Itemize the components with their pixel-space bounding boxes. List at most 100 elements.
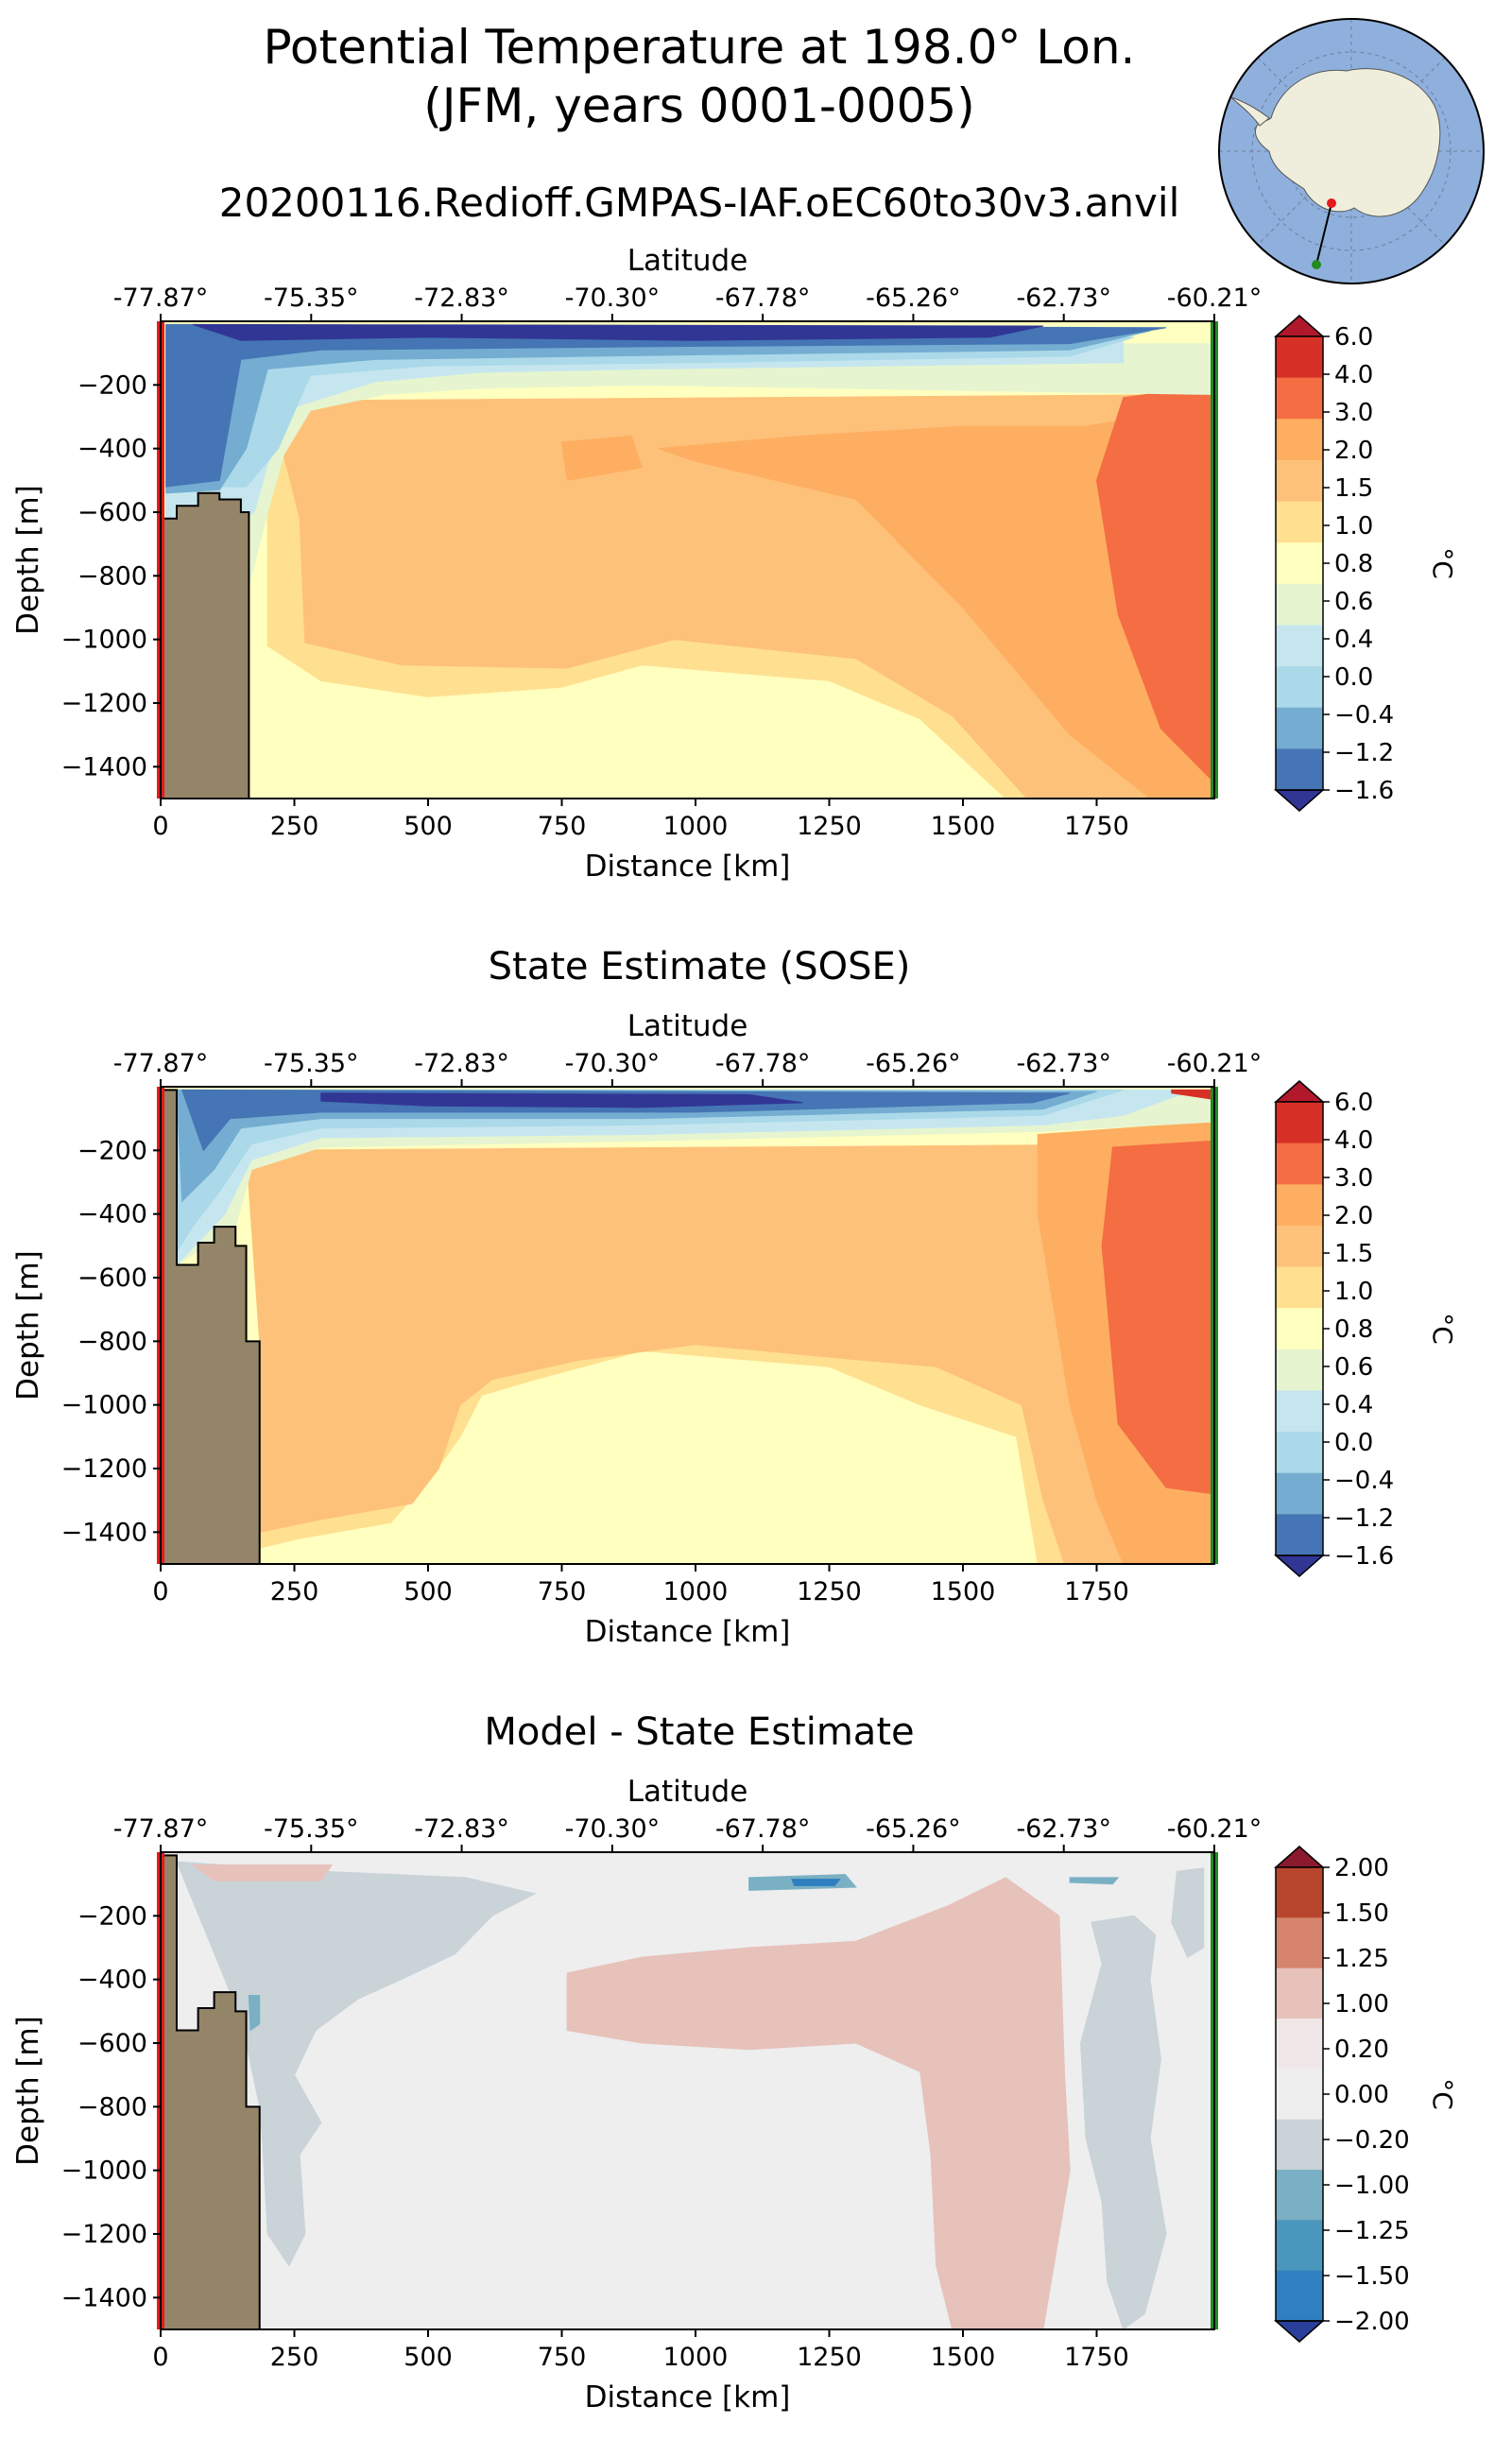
x-axis-label: Distance [km]	[585, 2380, 791, 2414]
contour-band	[191, 1864, 334, 1881]
inset-start-marker	[1327, 198, 1336, 208]
colorbar-tick-label: 4.0	[1334, 361, 1373, 389]
y-tick-label: −800	[77, 2092, 147, 2122]
colorbar-tick-label: 2.00	[1334, 1854, 1389, 1882]
y-tick-label: −1200	[61, 2220, 147, 2249]
colorbar-bin	[1276, 377, 1323, 420]
latitude-tick-label: -62.73°	[1016, 284, 1111, 313]
y-tick-label: −1000	[61, 626, 147, 655]
y-tick-label: −1200	[61, 1454, 147, 1484]
colorbar-tick-label: 6.0	[1334, 323, 1373, 352]
colorbar-bin	[1276, 1917, 1323, 1969]
colorbar-bin	[1276, 583, 1323, 626]
colorbar-tick-label: 0.8	[1334, 550, 1373, 578]
latitude-tick-label: -72.83°	[414, 1814, 509, 1844]
y-tick-label: −1000	[61, 1391, 147, 1420]
colorbar-bin	[1276, 625, 1323, 667]
contour-fill-group	[161, 1854, 1205, 2329]
x-tick-label: 500	[404, 2343, 453, 2372]
latitude-axis-label: Latitude	[627, 1777, 748, 1809]
x-tick-label: 1500	[931, 1577, 996, 1606]
x-tick-label: 1750	[1064, 2343, 1129, 2372]
colorbar-label: °C	[1427, 547, 1458, 579]
latitude-tick-label: -65.26°	[866, 284, 961, 313]
latitude-tick-label: -75.35°	[264, 1049, 359, 1078]
x-tick-label: 750	[538, 1577, 587, 1606]
x-tick-label: 1250	[797, 2343, 862, 2372]
colorbar-bin	[1276, 2220, 1323, 2272]
contour-band	[176, 1089, 1194, 1266]
contour-band	[165, 323, 1167, 488]
seafloor-bathymetry	[161, 1854, 261, 2329]
colorbar-bin	[1276, 459, 1323, 503]
y-tick-label: −200	[77, 370, 147, 400]
plot-frame	[160, 320, 1215, 799]
panel-2-title: State Estimate (SOSE)	[488, 945, 911, 988]
colorbar-bin	[1276, 1472, 1323, 1515]
contour-band	[791, 1879, 841, 1886]
colorbar-bin	[1276, 1867, 1323, 1918]
x-axis-label: Distance [km]	[585, 850, 791, 884]
plot-frame	[160, 1086, 1215, 1565]
colorbar-label: °C	[1427, 1313, 1458, 1345]
colorbar-tick-label: −0.4	[1334, 1467, 1394, 1495]
colorbar-bin	[1276, 2119, 1323, 2171]
y-tick-label: −1400	[61, 752, 147, 782]
latitude-tick-label: -60.21°	[1167, 284, 1263, 313]
y-tick-label: −200	[77, 1136, 147, 1165]
panel-3-title: Model - State Estimate	[484, 1710, 915, 1754]
x-tick-label: 500	[404, 812, 453, 841]
latitude-tick-label: -77.87°	[113, 1814, 209, 1844]
colorbar-bin	[1276, 336, 1323, 379]
x-tick-label: 0	[152, 812, 168, 841]
sose-temperature-section: 0 250 500 750 1000 1250 1500 1750 −200 −400 −600 −8…	[11, 1011, 1458, 1649]
colorbar-tick-label: −1.2	[1334, 739, 1394, 767]
y-axis-label: Depth [m]	[11, 1250, 45, 1400]
latitude-tick-label: -75.35°	[264, 284, 359, 313]
colorbar-tick-label: 0.00	[1334, 2081, 1389, 2109]
contour-band	[192, 323, 1043, 341]
colorbar-tick-label: 0.8	[1334, 1315, 1373, 1344]
latitude-axis-label: Latitude	[627, 246, 748, 278]
colorbar-bin	[1276, 1266, 1323, 1309]
contour-band	[566, 1877, 1071, 2329]
colorbar-tick-label: −0.4	[1334, 701, 1394, 730]
x-tick-label: 750	[538, 812, 587, 841]
inset-transect-line	[1315, 202, 1332, 266]
figure-title-line1: Potential Temperature at 198.0° Lon.	[263, 20, 1136, 75]
y-tick-label: −1400	[61, 2283, 147, 2312]
colorbar-tick-label: −1.50	[1334, 2262, 1410, 2291]
colorbar-tick-label: 4.0	[1334, 1126, 1373, 1155]
colorbar-tick-label: 1.0	[1334, 512, 1373, 541]
x-tick-label: 0	[152, 2343, 168, 2372]
contour-band	[246, 1143, 1214, 1564]
x-tick-label: 250	[270, 812, 319, 841]
latitude-tick-label: -75.35°	[264, 1814, 359, 1844]
colorbar-bottom-extend	[1274, 1555, 1325, 1577]
x-tick-label: 0	[152, 1577, 168, 1606]
x-tick-label: 1750	[1064, 1577, 1129, 1606]
colorbar-bin	[1276, 1184, 1323, 1227]
colorbar-bin	[1276, 666, 1323, 709]
colorbar-tick-label: 0.4	[1334, 626, 1373, 654]
y-axis-label: Depth [m]	[11, 485, 45, 635]
x-tick-label: 1750	[1064, 812, 1129, 841]
y-tick-label: −600	[77, 2029, 147, 2058]
colorbar-bottom-extend	[1274, 2320, 1325, 2343]
latitude-tick-label: -62.73°	[1016, 1814, 1111, 1844]
colorbar-bin	[1276, 1102, 1323, 1144]
colorbar-bin	[1276, 1390, 1323, 1433]
latitude-tick-label: -67.78°	[715, 284, 811, 313]
latitude-tick-label: -60.21°	[1167, 1049, 1263, 1078]
run-name-subtitle: 20200116.Redioff.GMPAS-IAF.oEC60to30v3.a…	[218, 180, 1180, 226]
colorbar-tick-label: 2.0	[1334, 1202, 1373, 1230]
x-tick-label: 500	[404, 1577, 453, 1606]
latitude-tick-label: -72.83°	[414, 1049, 509, 1078]
x-tick-label: 1250	[797, 1577, 862, 1606]
colorbar-tick-label: −1.00	[1334, 2172, 1410, 2200]
colorbar-tick-label: 3.0	[1334, 399, 1373, 427]
inset-border	[1218, 18, 1485, 284]
colorbar-tick-label: 1.5	[1334, 474, 1373, 503]
colorbar-bin	[1276, 542, 1323, 585]
colorbar-bin	[1276, 1432, 1323, 1474]
